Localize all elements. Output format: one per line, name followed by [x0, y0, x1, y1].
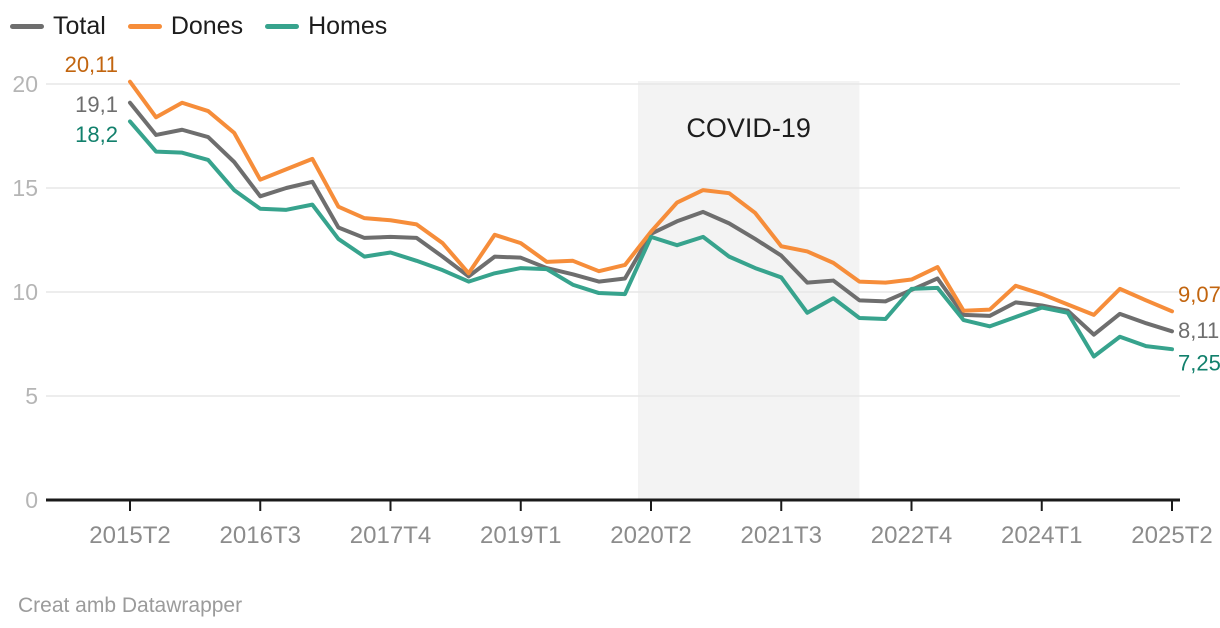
x-axis-ticks	[129, 501, 1173, 511]
svg-text:2024T1: 2024T1	[1001, 522, 1082, 549]
series-lines	[128, 79, 1174, 359]
svg-text:2015T2: 2015T2	[89, 522, 170, 549]
legend-item-dones: Dones	[127, 12, 244, 40]
legend-label-dones: Dones	[170, 12, 244, 40]
covid-annotation-label: COVID-19	[686, 113, 811, 143]
svg-text:2021T3: 2021T3	[741, 522, 822, 549]
svg-text:19,1: 19,1	[75, 92, 118, 117]
value-labels: 19,1 8,11 20,11 9,07 18,2 7,25	[65, 52, 1220, 375]
svg-text:0: 0	[25, 487, 38, 513]
legend-swatch-dones	[127, 24, 162, 29]
legend-label-homes: Homes	[308, 12, 388, 40]
svg-text:2022T4: 2022T4	[871, 522, 952, 549]
svg-text:10: 10	[12, 279, 38, 305]
svg-text:8,11: 8,11	[1178, 318, 1219, 343]
svg-text:2019T1: 2019T1	[480, 522, 561, 549]
legend: Total Dones Homes	[10, 14, 387, 39]
legend-swatch-total	[10, 24, 44, 29]
svg-text:20: 20	[12, 71, 38, 97]
svg-text:18,2: 18,2	[75, 122, 118, 147]
gridlines	[46, 83, 1180, 397]
covid-band	[637, 81, 860, 499]
credit-line: Creat amb Datawrapper	[18, 594, 243, 617]
svg-text:2020T2: 2020T2	[610, 522, 691, 549]
svg-text:5: 5	[25, 383, 38, 409]
legend-item-homes: Homes	[265, 14, 387, 39]
svg-text:2016T3: 2016T3	[220, 522, 301, 549]
svg-text:2017T4: 2017T4	[350, 522, 431, 549]
legend-swatch-homes	[265, 24, 300, 29]
legend-item-total: Total	[10, 14, 106, 39]
y-axis-labels: 0 5 10 15 20	[12, 71, 38, 513]
x-axis-labels: 2015T2 2016T3 2017T4 2019T1 2020T2 2021T3 2022…	[89, 522, 1212, 549]
svg-text:7,25: 7,25	[1178, 351, 1220, 376]
legend-label-total: Total	[53, 12, 106, 40]
svg-text:20,11: 20,11	[65, 52, 118, 77]
svg-text:2025T2: 2025T2	[1131, 522, 1212, 549]
svg-text:15: 15	[12, 175, 38, 201]
svg-text:9,07: 9,07	[1178, 282, 1220, 307]
